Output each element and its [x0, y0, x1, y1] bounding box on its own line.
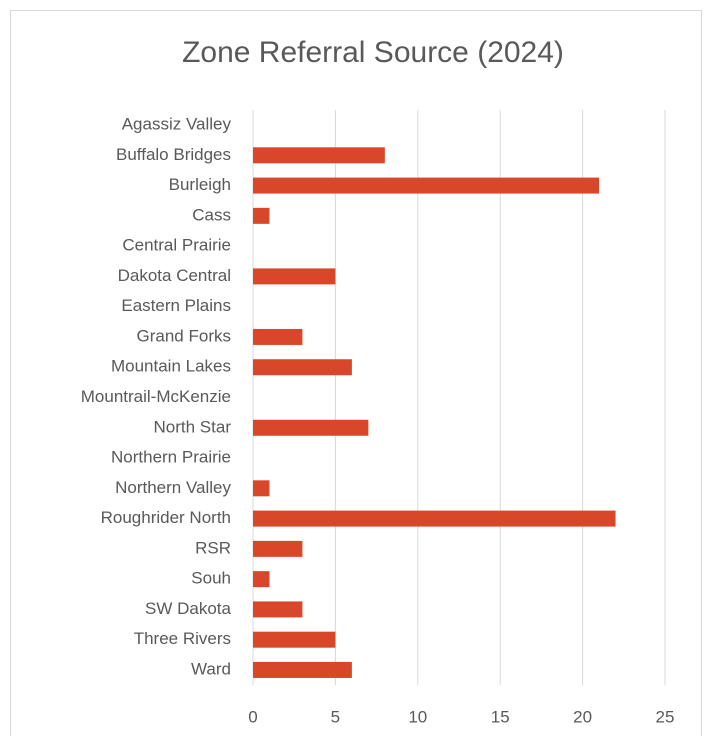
y-tick-label: Mountain Lakes [111, 357, 231, 376]
y-tick-label: Three Rivers [134, 629, 231, 648]
bar [253, 419, 369, 436]
y-tick-label: Northern Valley [115, 478, 231, 497]
bar [253, 601, 303, 618]
x-tick-label: 0 [248, 707, 257, 726]
x-tick-label: 5 [331, 707, 340, 726]
y-tick-label: Grand Forks [137, 326, 231, 345]
x-tick-label: 15 [491, 707, 510, 726]
y-tick-label: Ward [191, 659, 231, 678]
y-tick-label: Buffalo Bridges [116, 145, 231, 164]
y-tick-label: Dakota Central [118, 266, 231, 285]
y-tick-label: Burleigh [169, 175, 231, 194]
bar [253, 268, 336, 285]
y-tick-label: SW Dakota [145, 599, 232, 618]
y-tick-label: Central Prairie [122, 236, 231, 255]
bar [253, 571, 270, 588]
y-tick-label: RSR [195, 538, 231, 557]
y-tick-label: Eastern Plains [121, 296, 231, 315]
bar [253, 540, 303, 557]
bar [253, 359, 352, 376]
y-tick-label: Roughrider North [101, 508, 231, 527]
y-tick-label: Souh [191, 569, 231, 588]
x-tick-label: 25 [656, 707, 675, 726]
bar [253, 480, 270, 497]
bar [253, 631, 336, 648]
bar [253, 207, 270, 224]
bar [253, 510, 616, 527]
bar [253, 661, 352, 678]
bar [253, 177, 600, 194]
y-tick-label: Northern Prairie [111, 448, 231, 467]
chart-frame [10, 10, 702, 736]
y-tick-label: Mountrail-McKenzie [81, 387, 231, 406]
x-tick-label: 20 [573, 707, 592, 726]
y-tick-label: Agassiz Valley [122, 115, 232, 134]
bar [253, 147, 385, 164]
x-tick-label: 10 [408, 707, 427, 726]
y-tick-label: Cass [192, 205, 231, 224]
bar [253, 328, 303, 345]
y-tick-label: North Star [154, 417, 232, 436]
chart-title: Zone Referral Source (2024) [182, 36, 564, 69]
